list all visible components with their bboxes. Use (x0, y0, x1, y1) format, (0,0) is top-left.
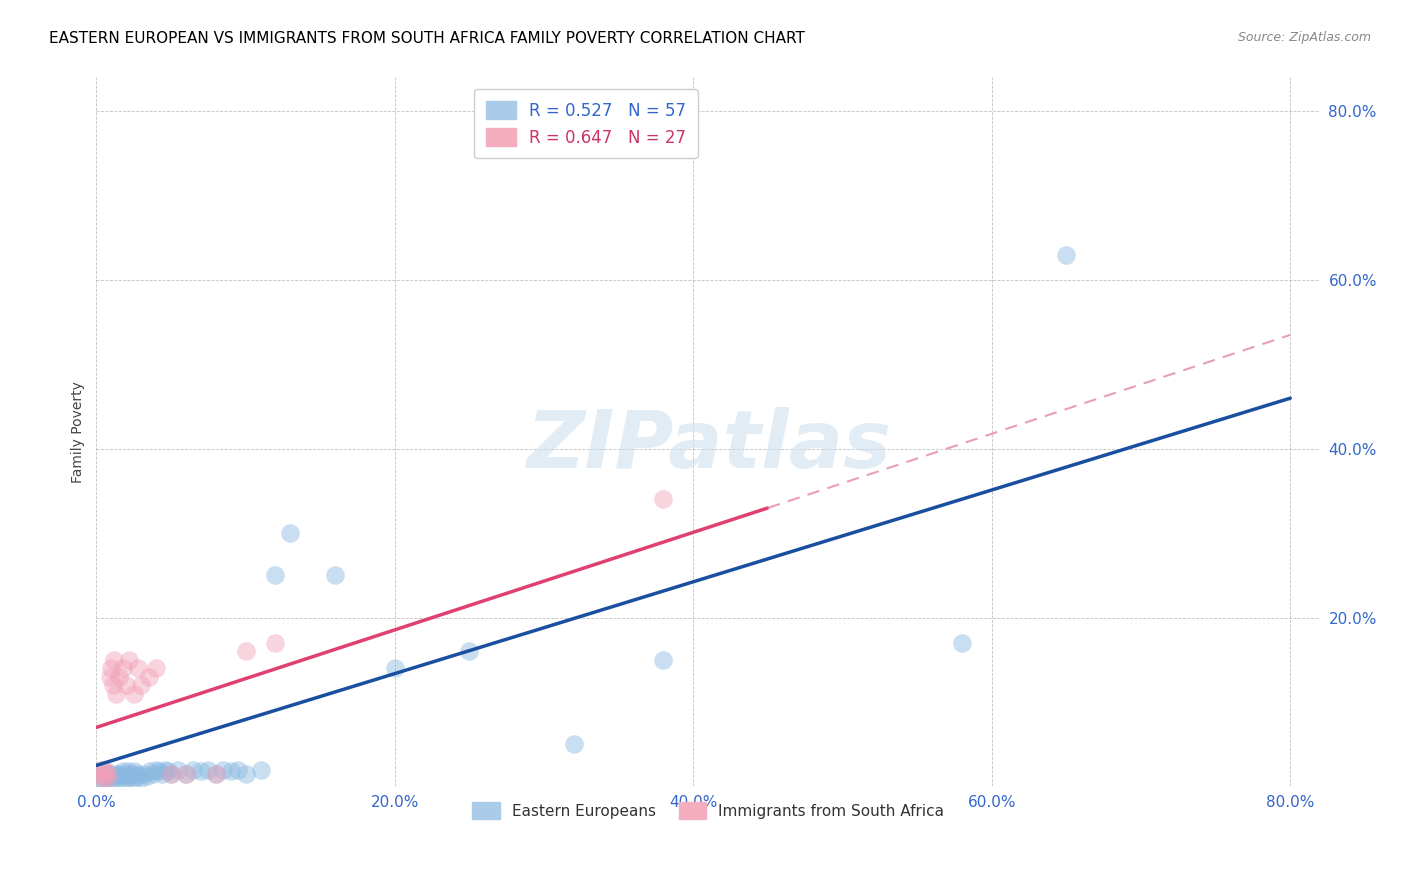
Point (94, 771, 117, 785)
Point (950, 636, 973, 650)
Point (183, 763, 205, 777)
Point (197, 763, 219, 777)
Point (204, 767, 226, 781)
Point (204, 767, 226, 781)
Point (100, 661, 122, 675)
Point (89, 767, 111, 781)
Point (264, 636, 287, 650)
Point (226, 763, 249, 777)
Point (145, 763, 167, 777)
Point (104, 769, 127, 783)
Point (384, 661, 406, 675)
Text: ZIPatlas: ZIPatlas (526, 407, 891, 485)
Point (96, 769, 118, 783)
Point (652, 492, 675, 507)
Point (132, 767, 155, 781)
Point (160, 767, 183, 781)
Text: EASTERN EUROPEAN VS IMMIGRANTS FROM SOUTH AFRICA FAMILY POVERTY CORRELATION CHAR: EASTERN EUROPEAN VS IMMIGRANTS FROM SOUT… (49, 31, 806, 46)
Point (101, 767, 124, 781)
Point (112, 764, 135, 779)
Point (652, 653, 675, 667)
Point (94, 763, 117, 777)
Point (114, 771, 136, 785)
Point (458, 644, 481, 658)
Point (139, 764, 162, 779)
Point (249, 763, 271, 777)
Point (117, 764, 139, 779)
Point (107, 771, 129, 785)
Point (150, 767, 173, 781)
Point (103, 771, 125, 785)
Point (98, 670, 121, 684)
Point (124, 771, 146, 785)
Point (93, 763, 115, 777)
Point (98, 771, 121, 785)
Point (323, 568, 346, 582)
Point (101, 678, 124, 692)
Point (167, 763, 190, 777)
Point (264, 568, 287, 582)
Point (100, 769, 122, 783)
Point (148, 764, 170, 779)
Point (127, 769, 149, 783)
Point (111, 769, 134, 783)
Point (118, 653, 141, 667)
Point (91, 772, 114, 787)
Legend: Eastern Europeans, Immigrants from South Africa: Eastern Europeans, Immigrants from South… (465, 796, 950, 825)
Point (1054, 248, 1077, 262)
Point (118, 771, 141, 785)
Point (562, 737, 585, 751)
Point (280, 526, 302, 541)
Point (91, 771, 114, 785)
Point (190, 764, 212, 779)
Point (120, 769, 142, 783)
Point (129, 678, 152, 692)
Point (174, 767, 197, 781)
Point (122, 764, 145, 779)
Point (110, 767, 132, 781)
Point (174, 767, 197, 781)
Point (90, 767, 112, 781)
Y-axis label: Family Poverty: Family Poverty (72, 381, 86, 483)
Point (93, 767, 115, 781)
Point (105, 767, 128, 781)
Point (97, 767, 120, 781)
Point (90, 763, 112, 777)
Point (153, 763, 176, 777)
Point (235, 767, 257, 781)
Point (156, 764, 179, 779)
Point (138, 670, 160, 684)
Point (125, 767, 148, 781)
Point (112, 661, 135, 675)
Point (129, 771, 152, 785)
Point (212, 763, 235, 777)
Point (97, 767, 120, 781)
Point (122, 687, 145, 701)
Point (89, 771, 111, 785)
Point (103, 653, 125, 667)
Point (142, 767, 165, 781)
Point (160, 767, 183, 781)
Text: Source: ZipAtlas.com: Source: ZipAtlas.com (1237, 31, 1371, 45)
Point (235, 644, 257, 658)
Point (136, 769, 159, 783)
Point (115, 678, 138, 692)
Point (115, 767, 138, 781)
Point (145, 661, 167, 675)
Point (104, 687, 127, 701)
Point (107, 670, 129, 684)
Point (96, 771, 118, 785)
Point (219, 764, 242, 779)
Point (127, 661, 149, 675)
Point (121, 767, 143, 781)
